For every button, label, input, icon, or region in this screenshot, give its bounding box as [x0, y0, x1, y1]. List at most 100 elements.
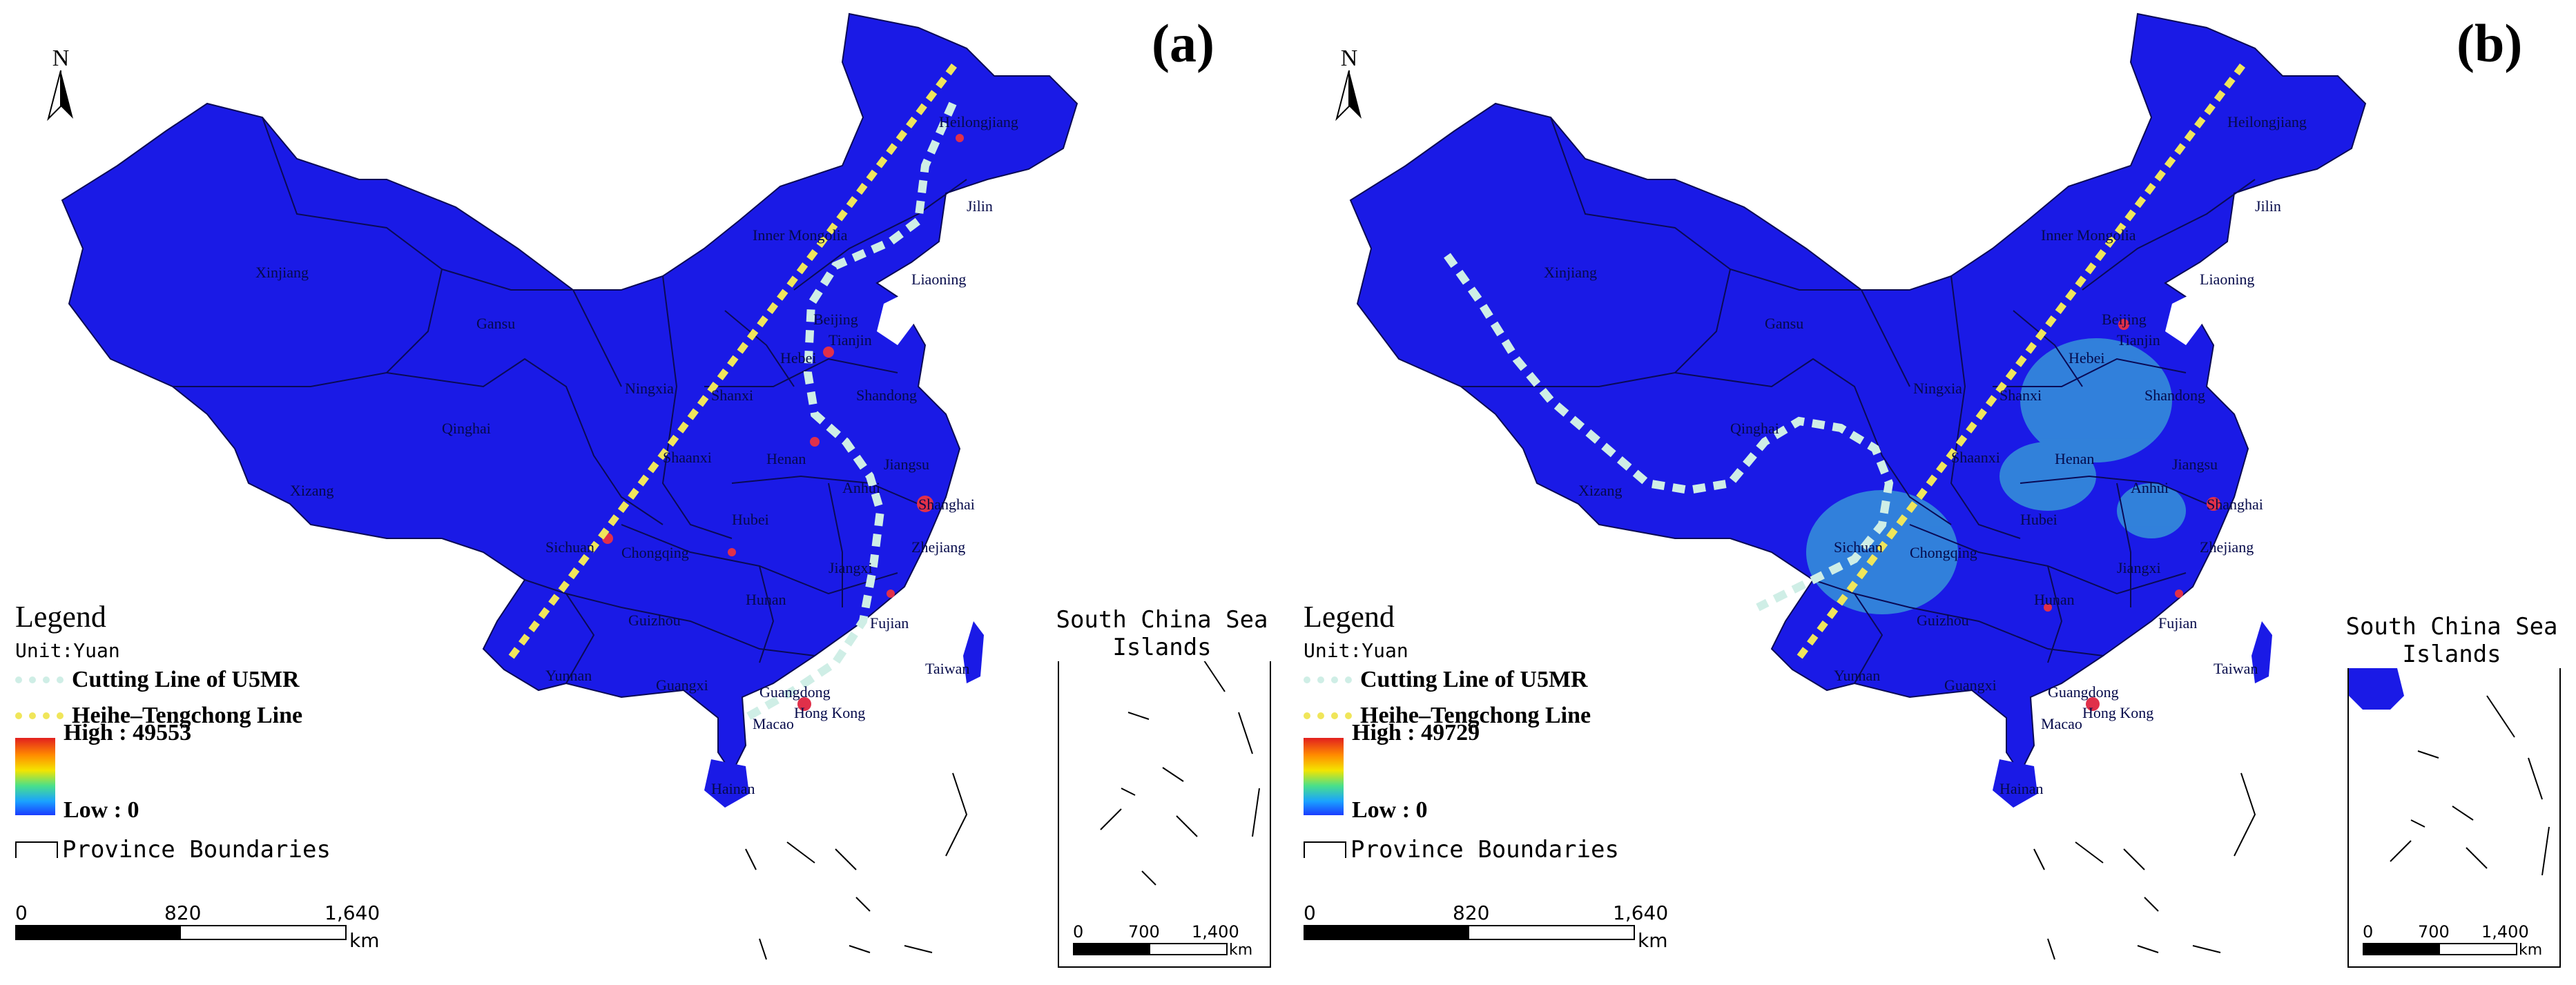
province-boundaries	[173, 117, 967, 684]
province-label: Hubei	[2020, 511, 2057, 528]
bohai-sea	[2165, 290, 2207, 345]
north-label: N	[52, 46, 70, 71]
map-panel-b: Xinjiang Qinghai Xizang Gansu Inner Mong…	[1288, 0, 2576, 985]
china-map-b: Xinjiang Qinghai Xizang Gansu Inner Mong…	[1349, 12, 2367, 960]
province-label: Guangdong	[759, 683, 831, 701]
province-label: Hong Kong	[794, 704, 865, 721]
scale-tick: 0	[15, 901, 28, 924]
heihe-tengchong-line	[1794, 64, 2246, 661]
north-arrow-icon	[47, 70, 73, 121]
north-arrow: N	[1328, 47, 1370, 130]
scale-unit: km	[349, 929, 380, 952]
province-label: Xinjiang	[255, 264, 309, 281]
legend-high: High : 49553	[64, 720, 192, 745]
province-label: Guizhou	[628, 612, 681, 629]
province-label: Inner Mongolia	[753, 226, 848, 244]
province-label: Jiangxi	[2117, 559, 2161, 576]
legend-cutting-line-label: Cutting Line of U5MR	[72, 667, 300, 692]
province-label: Zhejiang	[911, 538, 965, 556]
legend-cutting-line: Cutting Line of U5MR	[1304, 662, 1787, 698]
province-boundaries	[1461, 117, 2256, 684]
province-label: Taiwan	[925, 660, 969, 677]
province-label: Hunan	[2034, 591, 2075, 608]
province-label: Henan	[2055, 450, 2094, 467]
scale-unit: km	[1638, 929, 1668, 952]
province-label: Inner Mongolia	[2041, 226, 2136, 244]
hainan-island	[704, 759, 749, 808]
taiwan-island	[963, 621, 984, 683]
province-label: Beijing	[813, 311, 858, 328]
province-label: Tianjin	[2117, 331, 2160, 349]
province-label: Jilin	[967, 197, 993, 215]
north-arrow: N	[40, 47, 81, 130]
inset-scale-bar: 0 700 1,400 km	[1073, 922, 1252, 959]
legend-low: Low : 0	[1352, 797, 1428, 823]
province-label: Jiangxi	[829, 559, 873, 576]
scale-tick: 1,640	[325, 901, 380, 924]
province-label: Xizang	[1578, 482, 1623, 499]
province-label: Liaoning	[2200, 271, 2254, 288]
hotspots	[602, 134, 964, 711]
legend-province: Province Boundaries	[1304, 836, 1787, 864]
inset-map: 0 700 1,400 km	[1058, 607, 1271, 968]
province-label: Jiangsu	[884, 456, 929, 473]
province-label: Qinghai	[1730, 420, 1779, 437]
province-label: Shanxi	[1999, 387, 2042, 404]
scale-tick: 1,640	[1613, 901, 1669, 924]
legend-unit: Unit:Yuan	[1304, 639, 1408, 662]
u5mr-cutting-line	[744, 101, 957, 722]
province-labels: Xinjiang Qinghai Xizang Gansu Inner Mong…	[1544, 113, 2307, 797]
legend-hu-line-label: Heihe–Tengchong Line	[1360, 703, 1591, 728]
u5mr-cutting-line	[1444, 253, 1894, 612]
province-label: Yunnan	[1834, 667, 1880, 684]
inset-map: 0 700 1,400 km	[2347, 667, 2561, 968]
province-label: Henan	[766, 450, 806, 467]
legend-color-ramp: High : 49553 Low : 0	[15, 720, 498, 823]
china-map-a: Xinjiang Qinghai Xizang Gansu Inner Mong…	[61, 12, 1078, 960]
inset-scale-unit: km	[1229, 942, 1253, 959]
legend: Legend Unit:Yuan Cutting Line of U5MR He…	[1304, 599, 1787, 864]
province-label: Taiwan	[2214, 660, 2258, 677]
province-label: Hebei	[2069, 349, 2105, 367]
province-label: Guizhou	[1917, 612, 1969, 629]
scale-tick: 820	[164, 901, 202, 924]
legend-title: Legend	[15, 600, 106, 634]
cutting-line-swatch	[15, 676, 64, 683]
province-label: Hunan	[746, 591, 786, 608]
sea-islands-outline	[2033, 772, 2256, 960]
inset-scale-unit: km	[2519, 942, 2543, 959]
province-label: Hubei	[732, 511, 769, 528]
inset-scale-bar: 0 700 1,400 km	[2363, 922, 2542, 959]
province-label: Hong Kong	[2082, 704, 2153, 721]
province-label: Hainan	[711, 780, 755, 797]
color-ramp-swatch	[1304, 738, 1344, 815]
province-label: Fujian	[2158, 614, 2197, 632]
province-label: Jiangsu	[2172, 456, 2218, 473]
province-swatch	[15, 841, 58, 858]
hu-line-swatch	[1304, 712, 1352, 719]
province-label: Beijing	[2102, 311, 2147, 328]
province-label: Guangxi	[1944, 676, 1997, 694]
inset-scale-tick: 700	[2418, 922, 2450, 942]
province-label: Shandong	[856, 387, 917, 404]
hainan-island	[1993, 759, 2037, 808]
map-panel-a: Xinjiang Qinghai Xizang Gansu Inner Mong…	[15, 12, 1271, 968]
province-labels: Xinjiang Qinghai Xizang Gansu Inner Mong…	[255, 113, 1018, 797]
province-label: Xizang	[290, 482, 334, 499]
cutting-line-swatch	[1304, 676, 1352, 683]
province-label: Gansu	[476, 315, 515, 332]
north-label: N	[1340, 46, 1358, 71]
province-label: Macao	[2041, 715, 2082, 732]
legend-unit: Unit:Yuan	[15, 639, 120, 662]
province-label: Chongqing	[1910, 544, 1977, 561]
province-label: Shandong	[2144, 387, 2205, 404]
province-label: Chongqing	[621, 544, 689, 561]
panel-label: (a)	[1152, 13, 1214, 73]
province-label: Anhui	[2131, 479, 2169, 496]
scale-bar: 0 820 1,640 km	[1304, 901, 1690, 952]
province-label: Sichuan	[545, 538, 594, 556]
province-label: Fujian	[870, 614, 909, 632]
legend: Legend Unit:Yuan Cutting Line of U5MR He…	[15, 599, 498, 864]
inset-islands	[2349, 668, 2550, 876]
hotspots	[2044, 319, 2220, 711]
